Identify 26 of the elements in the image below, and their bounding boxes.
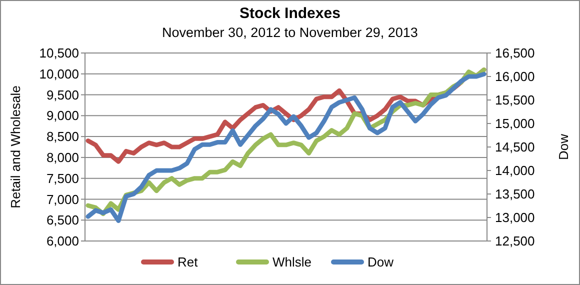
y-tick-label: 8,000 <box>46 150 79 165</box>
chart-subtitle: November 30, 2012 to November 29, 2013 <box>162 25 418 40</box>
y-tick-label: 7,000 <box>46 192 79 207</box>
y-tick-label: 6,500 <box>46 212 79 228</box>
y2-tick-label: 14,000 <box>495 163 535 178</box>
y2-tick-label: 15,500 <box>495 92 535 108</box>
y2-tick-label: 13,500 <box>495 186 535 202</box>
y-tick-label: 7,500 <box>46 170 79 186</box>
y2-tick-label: 15,000 <box>495 116 535 132</box>
legend-label: Whlsle <box>272 254 312 270</box>
chart-title: Stock Indexes <box>240 5 340 22</box>
y2-tick-label: 12,500 <box>495 234 535 249</box>
y-tick-label: 9,000 <box>46 108 79 124</box>
y-tick-label: 10,500 <box>39 46 79 61</box>
y2-axis-title: Dow <box>556 133 571 160</box>
y-tick-label: 6,000 <box>46 234 79 249</box>
y2-tick-label: 14,500 <box>495 140 535 155</box>
legend-label: Ret <box>178 254 198 270</box>
y-tick-label: 9,500 <box>46 87 79 102</box>
y2-tick-label: 16,000 <box>495 69 535 84</box>
y2-tick-label: 13,000 <box>495 210 535 226</box>
y-tick-label: 8,500 <box>46 129 79 144</box>
y-tick-label: 10,000 <box>39 66 79 82</box>
legend-label: Dow <box>368 254 394 270</box>
y2-tick-label: 16,500 <box>495 46 535 61</box>
y-axis-title: Retail and Wholesale <box>8 86 23 208</box>
